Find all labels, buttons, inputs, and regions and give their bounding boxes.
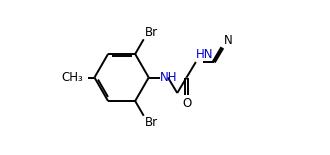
Text: Br: Br bbox=[145, 26, 158, 38]
Text: NH: NH bbox=[160, 71, 178, 84]
Text: Br: Br bbox=[145, 117, 158, 129]
Text: O: O bbox=[182, 97, 191, 110]
Text: CH₃: CH₃ bbox=[61, 71, 83, 84]
Text: HN: HN bbox=[196, 48, 214, 61]
Text: N: N bbox=[223, 34, 232, 47]
